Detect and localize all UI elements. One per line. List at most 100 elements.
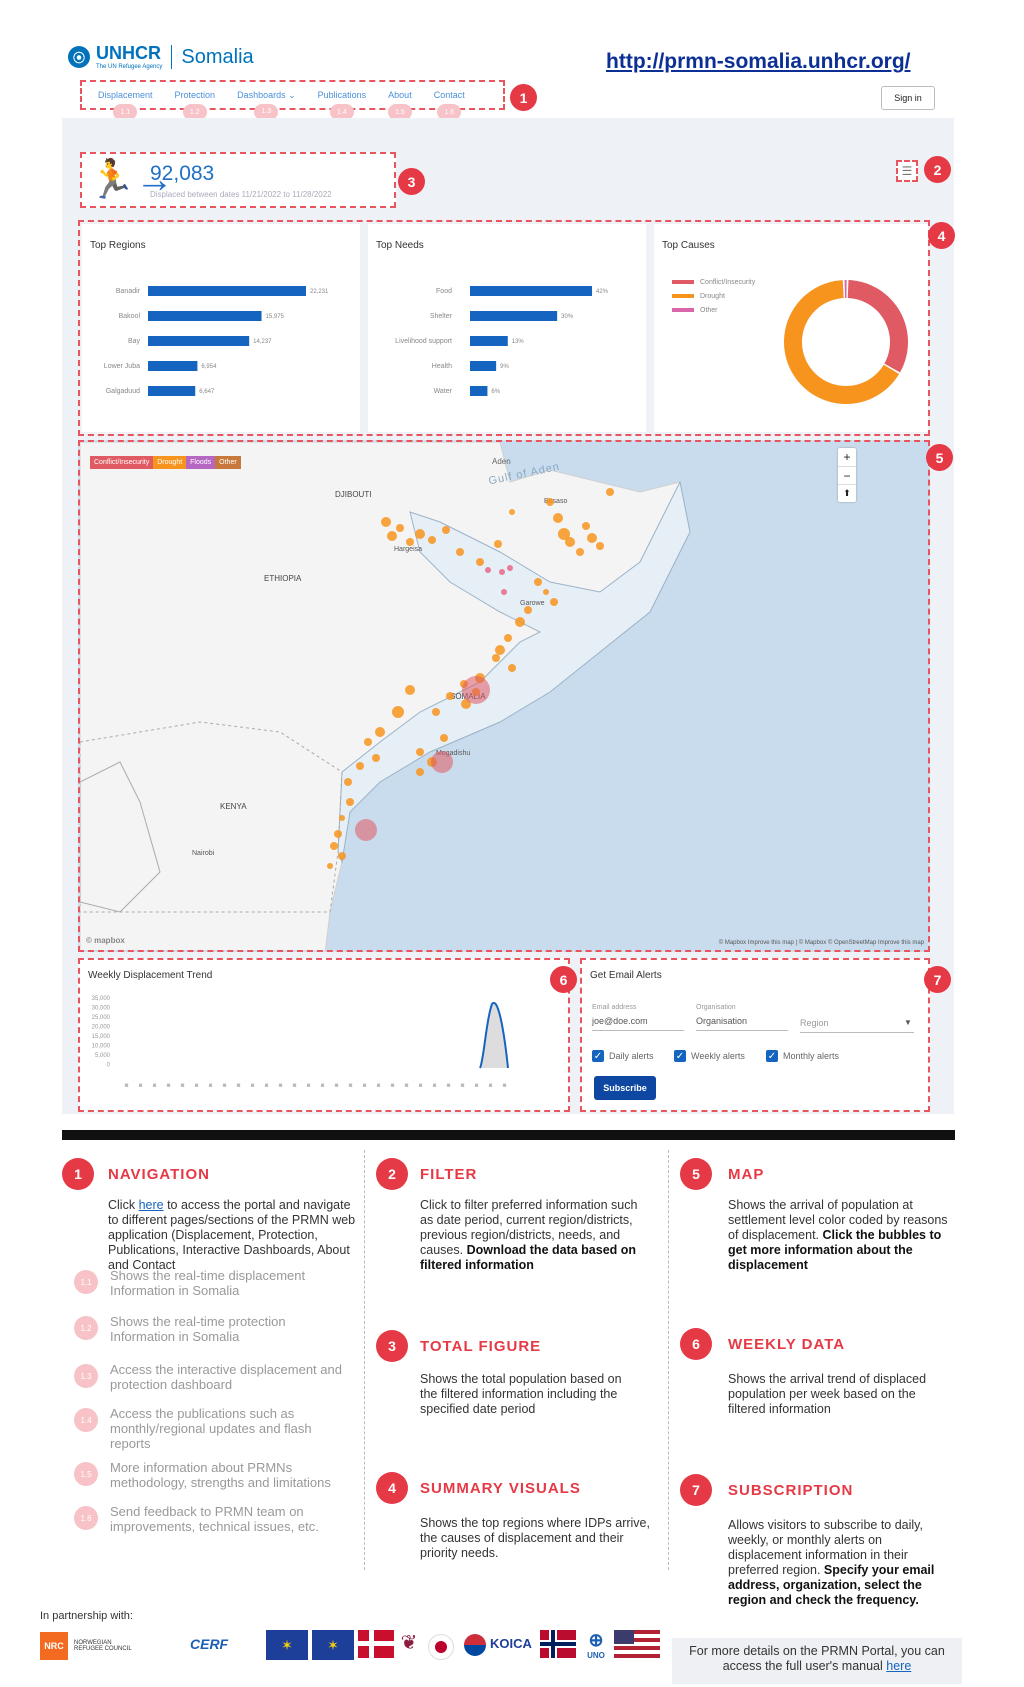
nav-item-protection[interactable]: Protection 1.2	[175, 90, 215, 120]
settlement-bubble[interactable]	[485, 567, 491, 573]
settlement-bubble[interactable]	[558, 528, 570, 540]
map-legend-item[interactable]: Other	[215, 456, 241, 469]
settlement-bubble[interactable]	[346, 798, 354, 806]
settlement-bubble[interactable]	[405, 685, 415, 695]
donut-slice[interactable]	[784, 280, 900, 404]
bar[interactable]	[470, 361, 497, 371]
settlement-bubble[interactable]	[495, 645, 505, 655]
weekly-alerts-checkbox[interactable]: ✓ Weekly alerts	[674, 1050, 745, 1062]
settlement-bubble-large[interactable]	[462, 676, 490, 704]
organisation-field[interactable]: Organisation	[696, 1016, 748, 1026]
bar[interactable]	[148, 361, 198, 371]
settlement-bubble[interactable]	[440, 734, 448, 742]
settlement-bubble-large[interactable]	[431, 751, 453, 773]
displacement-map[interactable]: Conflict/Insecurity Drought Floods Other Ad…	[78, 440, 930, 952]
settlement-bubble[interactable]	[501, 589, 507, 595]
settlement-bubble[interactable]	[543, 589, 549, 595]
settlement-bubble[interactable]	[387, 531, 397, 541]
nav-item-dashboards[interactable]: Dashboards ⌄ 1.3	[237, 90, 296, 120]
map-bubbles-layer[interactable]	[80, 442, 930, 952]
zoom-in-button[interactable]: +	[843, 450, 851, 464]
donut-slice[interactable]	[847, 280, 908, 373]
settlement-bubble[interactable]	[396, 524, 404, 532]
settlement-bubble[interactable]	[381, 517, 391, 527]
nav-item-about[interactable]: About 1.5	[387, 90, 412, 120]
zoom-out-button[interactable]: −	[838, 466, 856, 484]
settlement-bubble[interactable]	[550, 598, 558, 606]
settlement-bubble[interactable]	[606, 488, 614, 496]
settlement-bubble[interactable]	[553, 513, 563, 523]
settlement-bubble[interactable]	[576, 548, 584, 556]
bar[interactable]	[148, 311, 262, 321]
filter-icon[interactable]: ☰	[896, 160, 918, 182]
unhcr-logo[interactable]: ⦿ UNHCR The UN Refugee Agency Somalia	[68, 44, 254, 70]
nav-item-contact[interactable]: Contact 1.6	[434, 90, 465, 120]
settlement-bubble[interactable]	[509, 509, 515, 515]
chevron-down-icon[interactable]: ▼	[904, 1018, 912, 1027]
portal-here-link[interactable]: here	[138, 1198, 164, 1212]
settlement-bubble[interactable]	[534, 578, 542, 586]
settlement-bubble[interactable]	[446, 692, 454, 700]
map-canvas[interactable]	[80, 442, 930, 952]
settlement-bubble[interactable]	[428, 536, 436, 544]
manual-here-link[interactable]: here	[886, 1659, 912, 1673]
settlement-bubble[interactable]	[375, 727, 385, 737]
settlement-bubble[interactable]	[596, 542, 604, 550]
daily-alerts-checkbox[interactable]: ✓ Daily alerts	[592, 1050, 654, 1062]
email-field[interactable]: joe@doe.com	[592, 1016, 648, 1026]
bar[interactable]	[470, 286, 592, 296]
bar[interactable]	[148, 336, 250, 346]
mapbox-logo[interactable]: © mapbox	[86, 936, 125, 945]
compass-icon[interactable]: ⬆	[838, 484, 856, 502]
settlement-bubble[interactable]	[364, 738, 372, 746]
settlement-bubble[interactable]	[456, 548, 464, 556]
settlement-bubble[interactable]	[406, 538, 414, 546]
bar[interactable]	[470, 386, 488, 396]
settlement-bubble[interactable]	[492, 654, 500, 662]
settlement-bubble[interactable]	[476, 558, 484, 566]
settlement-bubble[interactable]	[494, 540, 502, 548]
settlement-bubble[interactable]	[416, 768, 424, 776]
bar[interactable]	[148, 286, 306, 296]
bar[interactable]	[470, 311, 558, 321]
settlement-bubble[interactable]	[339, 815, 345, 821]
portal-url-link[interactable]: http://prmn-somalia.unhcr.org/	[606, 50, 911, 73]
settlement-bubble[interactable]	[565, 537, 575, 547]
settlement-bubble[interactable]	[587, 533, 597, 543]
monthly-alerts-checkbox[interactable]: ✓ Monthly alerts	[766, 1050, 840, 1062]
settlement-bubble[interactable]	[330, 842, 338, 850]
settlement-bubble[interactable]	[499, 569, 505, 575]
settlement-bubble[interactable]	[507, 565, 513, 571]
bar[interactable]	[470, 336, 508, 346]
settlement-bubble[interactable]	[338, 852, 346, 860]
settlement-bubble[interactable]	[546, 498, 554, 506]
bar[interactable]	[148, 386, 196, 396]
settlement-bubble[interactable]	[442, 526, 450, 534]
settlement-bubble[interactable]	[344, 778, 352, 786]
nav-item-publications[interactable]: Publications 1.4	[318, 90, 366, 120]
subscribe-button[interactable]: Subscribe	[594, 1076, 656, 1100]
sign-in-button[interactable]: Sign in	[881, 86, 935, 110]
settlement-bubble[interactable]	[432, 708, 440, 716]
settlement-bubble-large[interactable]	[355, 819, 377, 841]
settlement-bubble[interactable]	[334, 830, 342, 838]
map-legend-item[interactable]: Floods	[186, 456, 216, 469]
settlement-bubble[interactable]	[524, 606, 532, 614]
settlement-bubble[interactable]	[515, 617, 525, 627]
settlement-bubble[interactable]	[504, 634, 512, 642]
settlement-bubble[interactable]	[582, 522, 590, 530]
nav-item-displacement[interactable]: Displacement 1.1	[98, 90, 153, 120]
map-attribution[interactable]: © Mapbox Improve this map | © Mapbox © O…	[718, 940, 924, 946]
settlement-bubble[interactable]	[392, 706, 404, 718]
settlement-bubble[interactable]	[416, 748, 424, 756]
settlement-bubble[interactable]	[508, 664, 516, 672]
settlement-bubble[interactable]	[356, 762, 364, 770]
map-legend-item[interactable]: Conflict/Insecurity	[90, 456, 154, 469]
trend-line[interactable]	[479, 1001, 509, 1069]
map-legend-item[interactable]: Drought	[153, 456, 187, 469]
donut-slice[interactable]	[844, 280, 847, 299]
settlement-bubble[interactable]	[372, 754, 380, 762]
settlement-bubble[interactable]	[327, 863, 333, 869]
region-select[interactable]: Region	[800, 1018, 829, 1028]
settlement-bubble[interactable]	[415, 529, 425, 539]
